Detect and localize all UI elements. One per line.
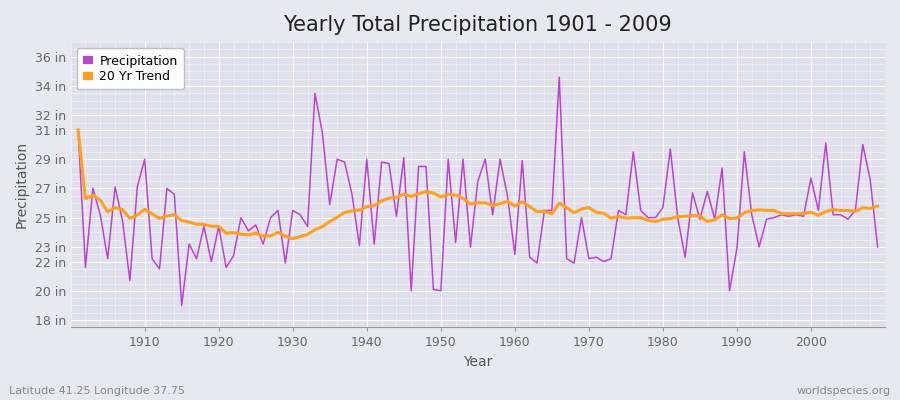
Precipitation bbox=[613, 208, 624, 213]
20 Yr Trend bbox=[872, 204, 883, 208]
20 Yr Trend bbox=[606, 216, 616, 221]
Precipitation bbox=[302, 224, 313, 229]
Precipitation bbox=[73, 128, 84, 132]
X-axis label: Year: Year bbox=[464, 355, 492, 369]
Precipitation bbox=[517, 158, 527, 163]
20 Yr Trend bbox=[73, 128, 84, 132]
Precipitation bbox=[872, 244, 883, 249]
Title: Yearly Total Precipitation 1901 - 2009: Yearly Total Precipitation 1901 - 2009 bbox=[284, 15, 672, 35]
Precipitation bbox=[554, 75, 564, 80]
Precipitation bbox=[509, 252, 520, 257]
20 Yr Trend bbox=[132, 212, 143, 217]
20 Yr Trend bbox=[346, 208, 357, 213]
Y-axis label: Precipitation: Precipitation bbox=[15, 141, 29, 228]
Line: Precipitation: Precipitation bbox=[78, 77, 878, 306]
20 Yr Trend bbox=[509, 204, 520, 208]
20 Yr Trend bbox=[287, 236, 298, 241]
Text: worldspecies.org: worldspecies.org bbox=[796, 386, 891, 396]
Text: Latitude 41.25 Longitude 37.75: Latitude 41.25 Longitude 37.75 bbox=[9, 386, 185, 396]
Precipitation bbox=[176, 303, 187, 308]
Legend: Precipitation, 20 Yr Trend: Precipitation, 20 Yr Trend bbox=[76, 48, 184, 89]
20 Yr Trend bbox=[517, 200, 527, 204]
20 Yr Trend bbox=[302, 232, 313, 237]
Precipitation bbox=[346, 192, 357, 197]
Line: 20 Yr Trend: 20 Yr Trend bbox=[78, 130, 878, 239]
Precipitation bbox=[132, 184, 143, 189]
